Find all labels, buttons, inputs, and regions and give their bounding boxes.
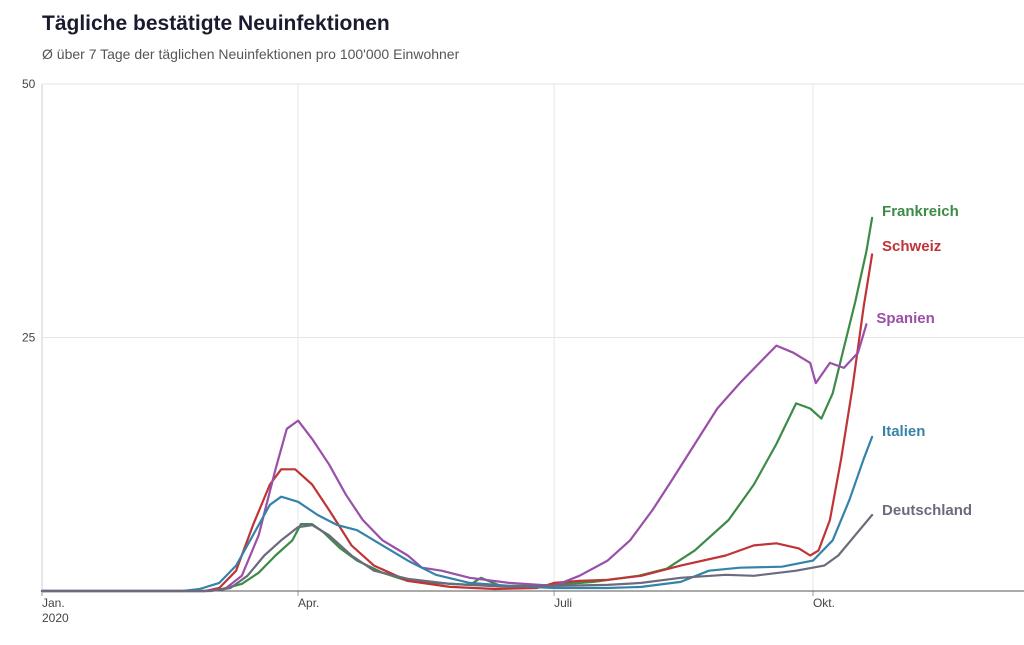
series-line-schweiz	[40, 253, 874, 593]
series-line-frankreich	[40, 216, 874, 593]
series-labels: Frankreich Schweiz Spanien Italien Deutschla…	[876, 203, 972, 519]
series-line-italien	[40, 435, 874, 593]
y-tick-label: 50	[22, 77, 36, 91]
series-label-schweiz: Schweiz	[882, 238, 941, 255]
series-line-spanien	[40, 323, 868, 593]
x-tick-label: Apr.	[298, 596, 319, 610]
x-tick-label: Juli	[554, 596, 572, 610]
series-line-deutschland	[40, 513, 874, 593]
grid	[42, 83, 1024, 591]
x-tick-sublabel: 2020	[42, 611, 69, 625]
series-lines	[40, 216, 874, 593]
chart-subtitle: Ø über 7 Tage der täglichen Neuinfektion…	[42, 46, 460, 62]
series-label-deutschland: Deutschland	[882, 502, 972, 519]
y-tick-label: 25	[22, 331, 36, 345]
series-label-spanien: Spanien	[876, 310, 934, 327]
x-tick-label: Okt.	[813, 596, 835, 610]
chart-title: Tägliche bestätigte Neuinfektionen	[42, 12, 390, 35]
axes: 25 50 Jan.2020 Apr. Juli Okt.	[22, 77, 1024, 625]
series-label-italien: Italien	[882, 423, 925, 440]
series-label-frankreich: Frankreich	[882, 203, 959, 220]
x-tick-label: Jan.	[42, 596, 65, 610]
